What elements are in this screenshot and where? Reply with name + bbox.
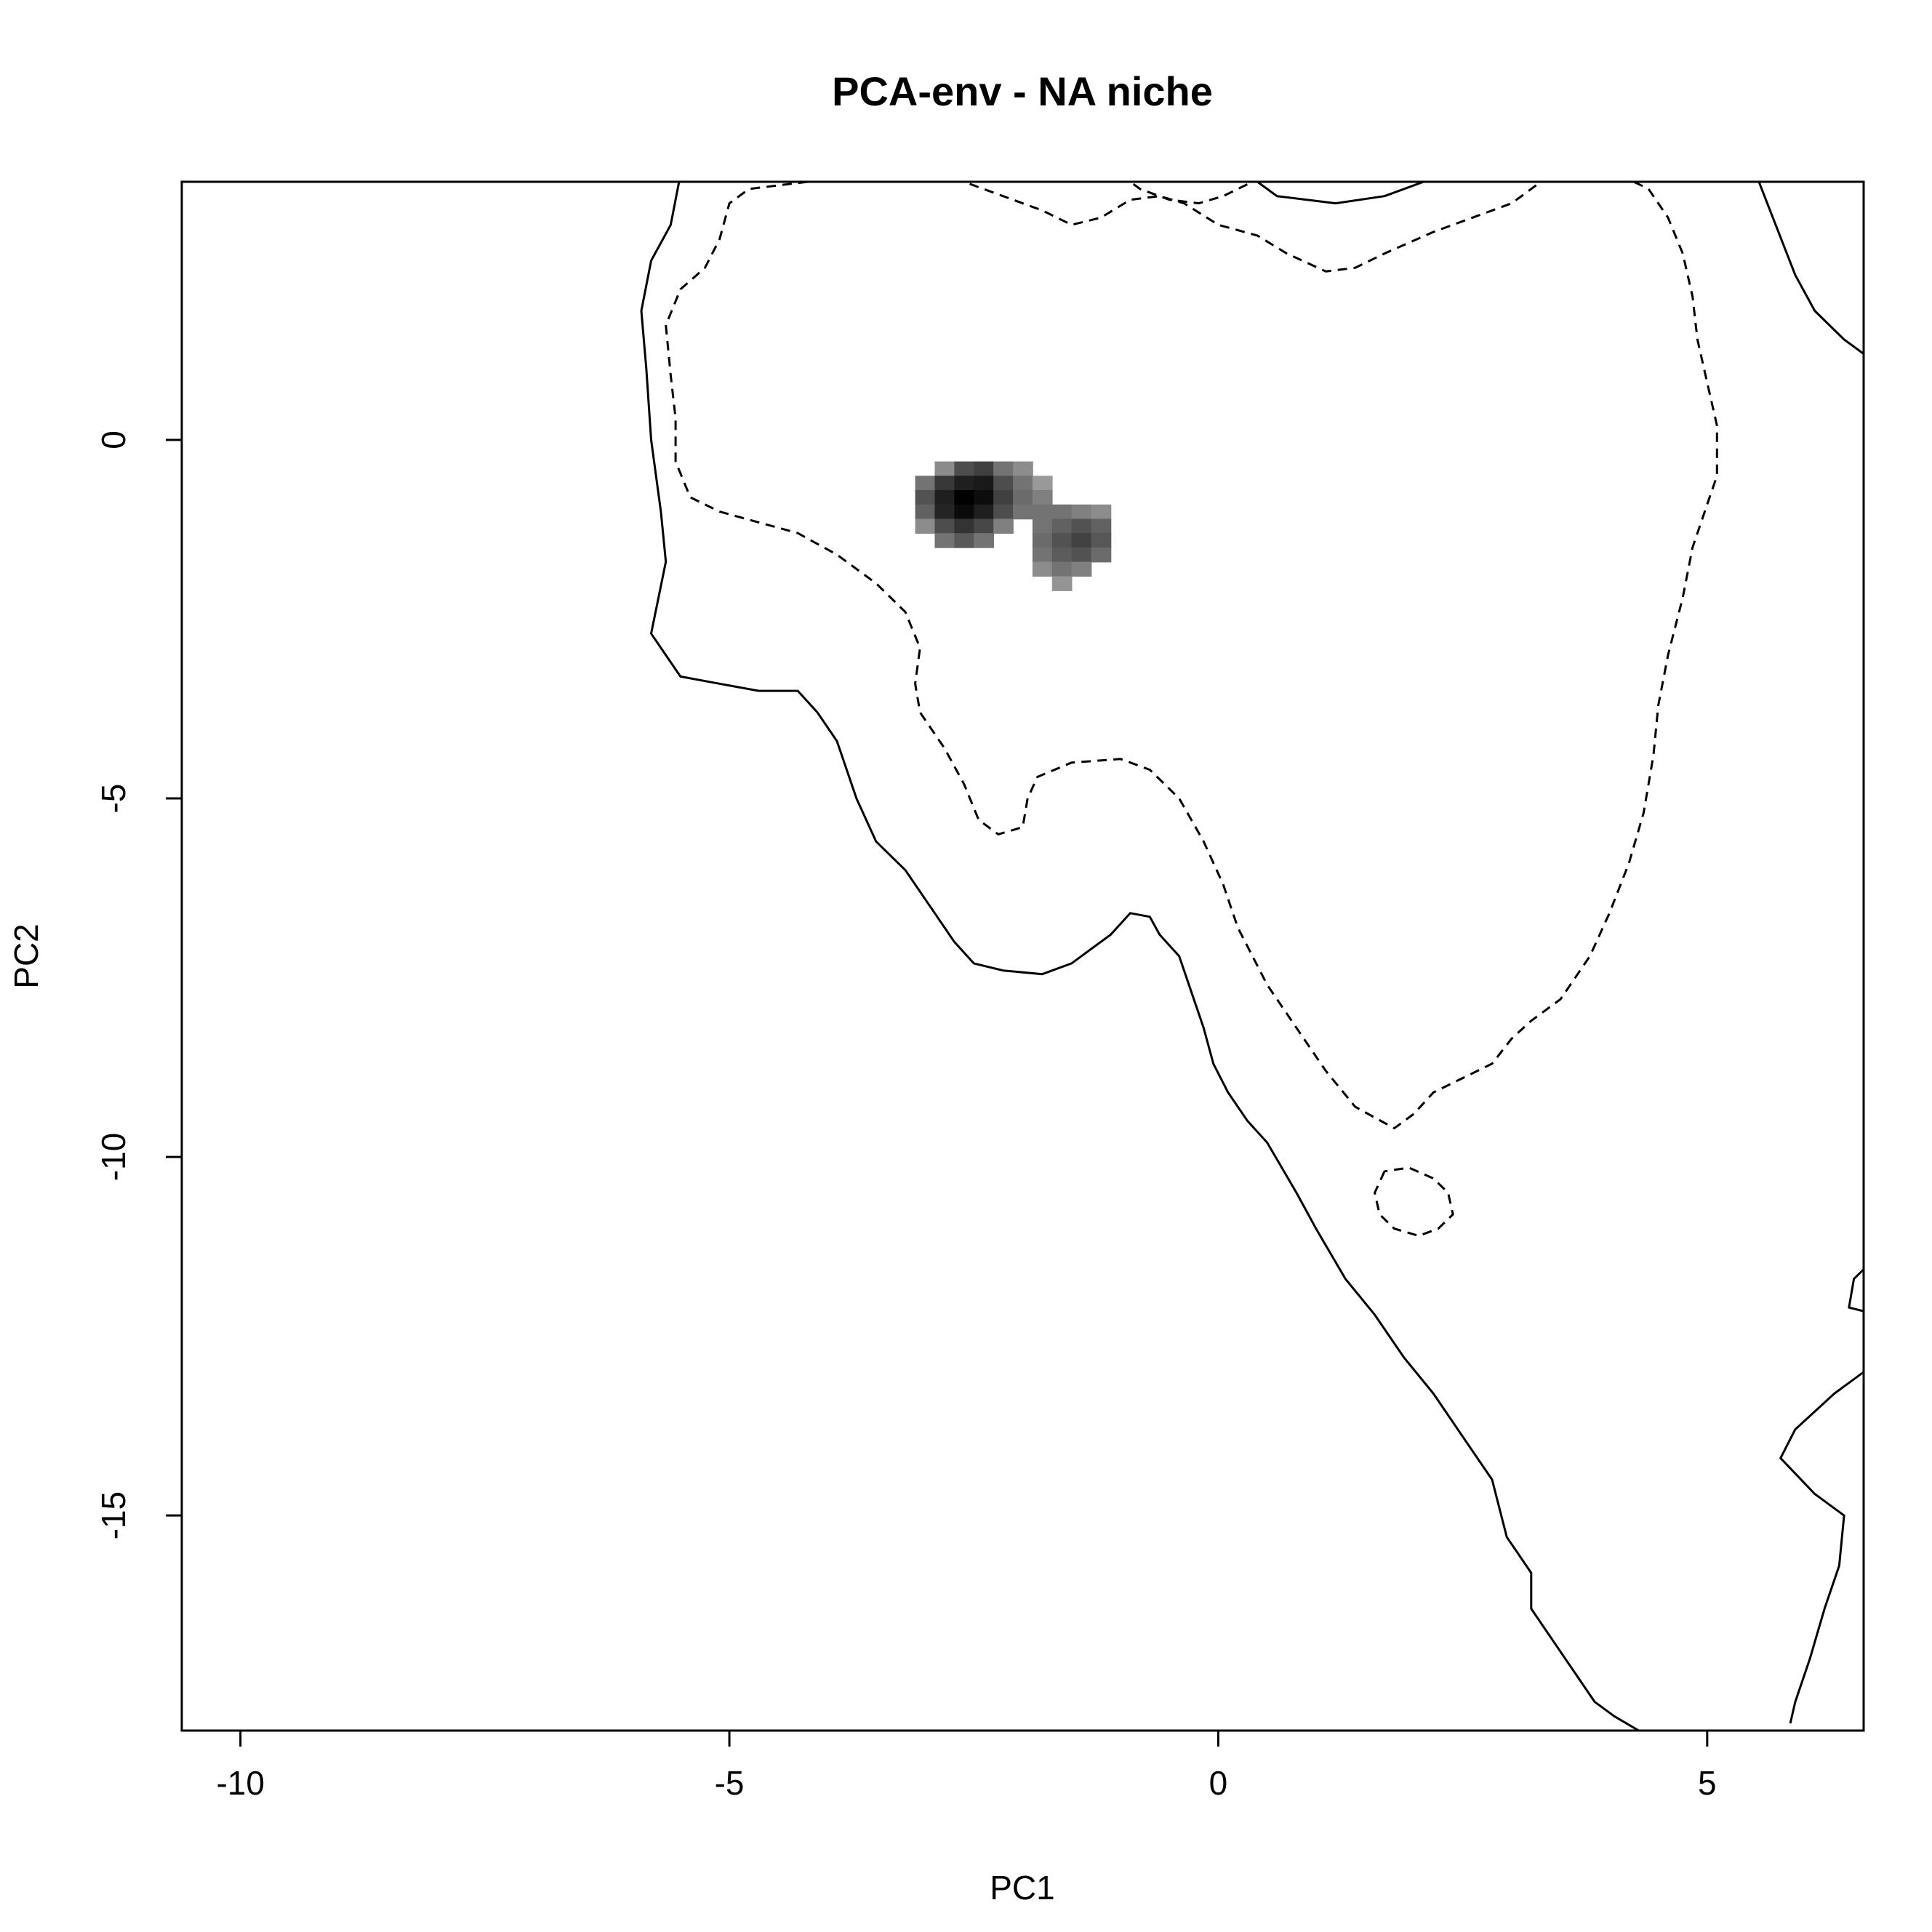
contour-line-solid [1779,1267,1864,1724]
density-cell [1051,533,1073,548]
density-cell [915,490,936,505]
y-axis-label: PC2 [7,923,45,988]
density-cell [915,476,936,491]
density-cell [934,490,955,505]
density-cell [1013,490,1033,505]
density-cell [915,504,936,520]
density-cell [1051,576,1073,591]
density-cell [1071,504,1092,520]
density-cell [974,461,994,477]
density-cell [1051,518,1073,534]
density-cell [974,533,994,548]
density-cell [1091,518,1112,534]
density-cell [1071,518,1092,534]
contour-line-dashed [1128,182,1258,205]
y-tick-label: -5 [95,784,132,814]
y-tick-label: 0 [95,430,132,449]
density-cell [1032,490,1053,505]
density-cell [974,476,994,491]
y-axis: 0 -5 -10 -15 [95,430,183,1539]
density-cell [1071,533,1092,548]
contour-line-solid [1255,182,1427,205]
density-cell [993,476,1014,491]
x-axis: -10 -5 0 5 [216,1729,1717,1802]
density-cell [954,490,975,505]
x-tick-label: -10 [216,1764,264,1802]
density-cell [954,533,975,548]
density-cell [1091,533,1112,548]
density-cell [1071,561,1092,577]
density-cell [974,504,994,520]
contour-line-dashed [665,182,1718,1130]
density-cell [934,518,955,534]
density-cell [915,518,936,534]
density-cell [993,490,1014,505]
density-cell [1091,504,1112,520]
density-cell [954,476,975,491]
density-cell [934,476,955,491]
density-cell [993,461,1014,477]
density-cell [1032,533,1053,548]
x-tick-label: 0 [1209,1764,1228,1802]
density-cell [934,504,955,520]
density-cell [1032,561,1053,577]
density-cell [993,504,1014,520]
density-cell [1013,461,1033,477]
density-cell [974,490,994,505]
density-layer [915,461,1112,591]
density-cell [954,461,975,477]
density-cell [1071,547,1092,563]
y-tick-label: -15 [95,1491,132,1539]
density-cell [934,461,955,477]
x-tick-label: -5 [715,1764,745,1802]
chart-title: PCA-env - NA niche [832,68,1213,114]
density-cell [954,518,975,534]
density-cell [1051,561,1073,577]
density-cell [1051,504,1073,520]
x-tick-label: 5 [1698,1764,1717,1802]
contour-layer [640,182,1864,1731]
contour-line-solid [640,182,1640,1731]
density-cell [1032,476,1053,491]
density-cell [993,518,1014,534]
contour-line-solid [1757,182,1864,356]
contour-line-dashed [1374,1166,1454,1238]
density-cell [1051,547,1073,563]
density-cell [974,518,994,534]
density-cell [1013,504,1033,520]
density-cell [1013,476,1033,491]
y-tick-label: -10 [95,1133,132,1181]
x-axis-label: PC1 [990,1869,1054,1907]
density-cell [934,533,955,548]
density-cell [1032,547,1053,563]
density-cell [954,504,975,520]
density-cell [1032,504,1053,520]
density-cell [1091,547,1112,563]
density-cell [1032,518,1053,534]
